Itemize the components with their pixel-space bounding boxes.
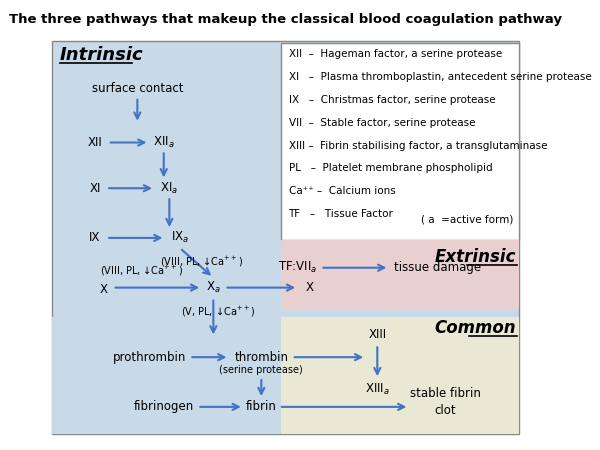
Text: XI$_a$: XI$_a$ — [160, 181, 178, 196]
Text: X: X — [305, 281, 313, 294]
Text: thrombin: thrombin — [235, 351, 289, 364]
Text: ( a  =active form): ( a =active form) — [421, 214, 514, 224]
Text: PL   –  Platelet membrane phospholipid: PL – Platelet membrane phospholipid — [289, 163, 492, 173]
Text: (VIII, PL, ↓Ca$^{++}$): (VIII, PL, ↓Ca$^{++}$) — [100, 264, 183, 278]
Text: XII: XII — [88, 136, 103, 149]
Bar — [281, 240, 519, 310]
Text: fibrin: fibrin — [246, 400, 277, 414]
Text: (V, PL, ↓Ca$^{++}$): (V, PL, ↓Ca$^{++}$) — [181, 305, 256, 319]
Bar — [52, 317, 519, 434]
Text: (VIII, PL, ↓Ca$^{++}$): (VIII, PL, ↓Ca$^{++}$) — [160, 255, 243, 269]
Text: Ca⁺⁺ –  Calcium ions: Ca⁺⁺ – Calcium ions — [289, 186, 395, 196]
Text: XII  –  Hageman factor, a serine protease: XII – Hageman factor, a serine protease — [289, 49, 502, 59]
Text: stable fibrin
clot: stable fibrin clot — [410, 387, 481, 417]
Text: XI   –  Plasma thromboplastin, antecedent serine protease: XI – Plasma thromboplastin, antecedent s… — [289, 72, 591, 82]
Text: surface contact: surface contact — [92, 82, 183, 95]
Text: XIII: XIII — [368, 328, 386, 341]
Text: Intrinsic: Intrinsic — [60, 46, 143, 64]
Bar — [52, 41, 519, 434]
Text: XII$_a$: XII$_a$ — [153, 135, 175, 150]
Text: XIII –  Fibrin stabilising factor, a transglutaminase: XIII – Fibrin stabilising factor, a tran… — [289, 140, 547, 150]
Bar — [281, 43, 519, 240]
Text: VII  –  Stable factor, serine protease: VII – Stable factor, serine protease — [289, 117, 475, 128]
Text: The three pathways that makeup the classical blood coagulation pathway: The three pathways that makeup the class… — [9, 14, 562, 26]
Text: X: X — [100, 283, 108, 296]
Text: XIII$_a$: XIII$_a$ — [365, 382, 390, 396]
Text: TF:VII$_a$: TF:VII$_a$ — [278, 260, 317, 275]
Text: (serine protease): (serine protease) — [220, 365, 303, 375]
Text: prothrombin: prothrombin — [113, 351, 186, 364]
Text: IX   –  Christmas factor, serine protease: IX – Christmas factor, serine protease — [289, 95, 495, 105]
Text: IX: IX — [89, 231, 101, 244]
Text: X$_a$: X$_a$ — [206, 280, 221, 295]
Text: Common: Common — [434, 320, 515, 338]
Text: XI: XI — [89, 182, 101, 195]
Text: IX$_a$: IX$_a$ — [170, 230, 189, 245]
Bar — [52, 317, 281, 434]
Text: Extrinsic: Extrinsic — [434, 248, 515, 266]
Text: fibrinogen: fibrinogen — [134, 400, 194, 414]
Text: tissue damage: tissue damage — [394, 261, 481, 274]
Text: TF   –   Tissue Factor: TF – Tissue Factor — [289, 209, 394, 219]
